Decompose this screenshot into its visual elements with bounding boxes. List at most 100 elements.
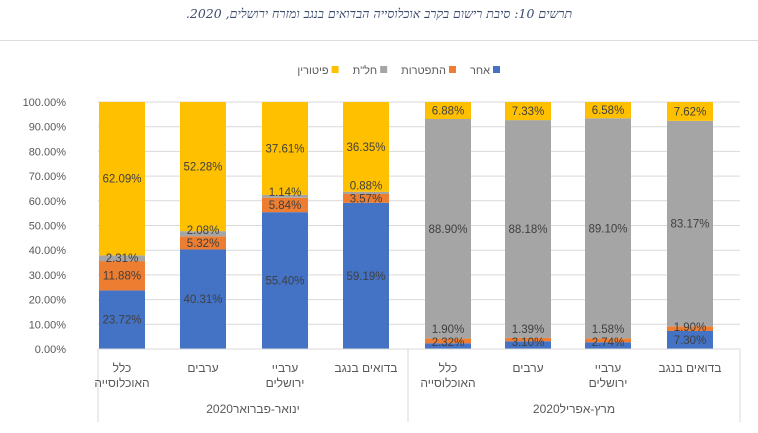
bar-segment [343,193,389,203]
data-label: 88.18% [508,224,547,236]
x-category-label: ערבים [187,361,218,375]
y-tick-label: 70.00% [29,171,67,183]
data-label: 5.84% [269,200,302,212]
x-category-label: ערביי [272,361,298,375]
x-category-label: בדואים בנגב [659,361,722,375]
data-label: 88.90% [428,224,467,236]
data-label: 3.57% [350,193,383,205]
bar-segment [667,102,713,121]
data-label: 23.72% [102,315,141,327]
data-label: 5.32% [187,238,220,250]
x-group-label: מרץ-אפריל2020 [533,402,615,416]
data-label: 7.33% [512,106,545,118]
bar-segment [667,120,713,327]
bar-segment [585,118,631,339]
chart-title: תרשים 10: סיבת רישום בקרב אוכלוסייה הבדו… [185,6,573,21]
y-tick-label: 20.00% [29,295,67,307]
data-label: 52.28% [183,162,222,174]
data-label: 1.14% [269,187,302,199]
legend-label: פיטורין [297,65,328,77]
bar-segment [425,118,471,339]
legend-swatch [331,66,339,73]
data-label: 37.61% [265,143,304,155]
x-category-label: ירושלים [266,376,305,390]
x-category-label: כלל [439,361,458,375]
bar-segment [505,102,551,121]
bar-segment [180,236,226,250]
data-label: 2.32% [432,337,465,349]
x-category-label: האוכלוסייה [94,376,149,390]
bar-segment [505,337,551,342]
bar-segment [585,342,631,349]
bar-segment [505,341,551,349]
y-tick-label: 50.00% [29,221,67,233]
data-label: 55.40% [265,276,304,288]
bar-segment [667,330,713,349]
data-label: 62.09% [102,174,141,186]
data-label: 2.31% [106,253,139,265]
bar-segment [180,231,226,237]
x-category-label: האוכלוסייה [420,376,475,390]
bar-segment [99,255,145,262]
data-label: 7.30% [674,335,707,347]
bar-segment [180,249,226,349]
bar-segment [180,102,226,232]
y-tick-label: 100.00% [23,97,67,109]
bar-segment [343,202,389,349]
data-label: 0.88% [350,180,383,192]
data-label: 1.39% [512,324,545,336]
data-label: 7.62% [674,106,707,118]
x-category-label: ערביי [595,361,621,375]
y-tick-label: 40.00% [29,245,67,257]
legend-label: אחר [470,65,490,77]
divider [0,40,758,41]
data-label: 11.88% [103,271,141,283]
x-category-label: ערבים [512,361,543,375]
bar-segment [262,212,308,349]
y-tick-label: 90.00% [29,122,67,134]
bar-segment [343,102,389,192]
x-category-label: בדואים בנגב [335,361,398,375]
bar-segment [99,102,145,256]
bar-segment [425,102,471,119]
bar-segment [99,261,145,291]
bar-segment [585,102,631,119]
legend-swatch [380,66,388,73]
legend-swatch [493,66,500,73]
y-tick-label: 80.00% [29,146,67,158]
bar-segment [343,191,389,194]
data-label: 40.31% [183,294,222,306]
bar-segment [667,326,713,331]
bar-segment [425,343,471,349]
x-category-label: כלל [113,361,132,375]
legend-swatch [448,66,456,73]
legend-label: התפטרות [401,65,446,77]
bar-segment [262,194,308,198]
data-label: 2.74% [592,337,625,349]
y-tick-label: 0.00% [35,344,66,356]
data-label: 2.08% [187,225,220,237]
y-tick-label: 30.00% [29,270,67,282]
bar-segment [505,120,551,338]
x-category-label: ירושלים [589,376,628,390]
bar-segment [262,197,308,213]
y-tick-label: 60.00% [29,196,67,208]
bar-segment [585,338,631,343]
bar-segment [99,290,145,349]
data-label: 59.19% [346,271,385,283]
data-label: 89.10% [588,223,627,235]
legend-label: חל"ת [353,64,378,77]
data-label: 83.17% [670,219,709,231]
bar-segment [262,102,308,195]
data-label: 36.35% [346,142,385,154]
x-group-label: ינואר-פברואר2020 [206,402,300,416]
data-label: 6.58% [592,105,625,117]
data-label: 1.90% [674,322,707,334]
data-label: 6.88% [432,105,465,117]
y-tick-label: 10.00% [29,319,67,331]
bar-segment [425,338,471,344]
data-label: 3.10% [512,337,545,349]
data-label: 1.58% [592,324,625,336]
